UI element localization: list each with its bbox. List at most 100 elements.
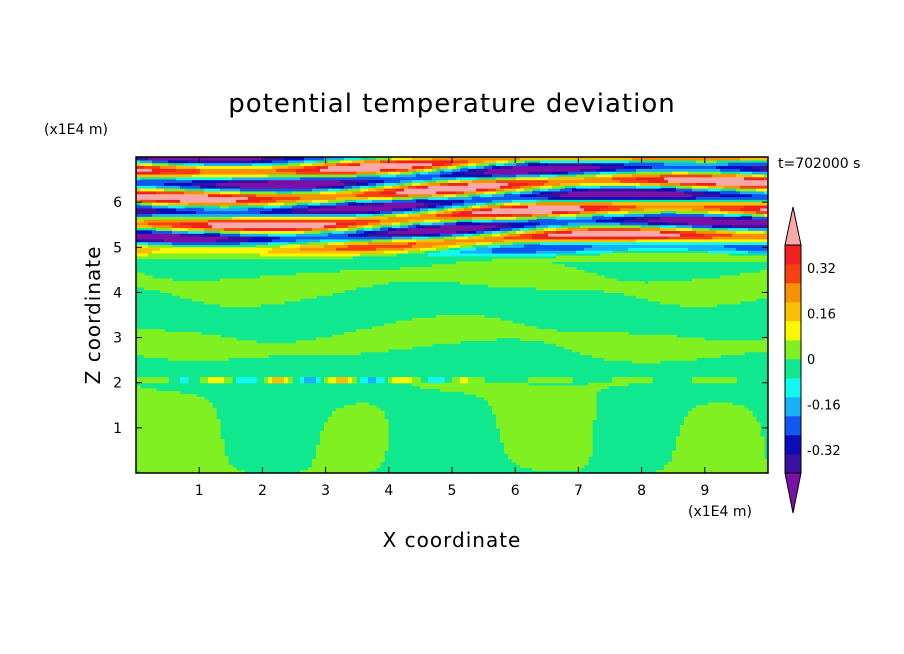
heatmap-cell <box>136 351 361 356</box>
heatmap-cell <box>648 298 757 302</box>
heatmap-cell <box>136 250 153 254</box>
heatmap-cell <box>288 159 305 164</box>
heatmap-cell <box>524 224 537 229</box>
heatmap-cell <box>760 269 768 274</box>
heatmap-cell <box>296 272 597 277</box>
heatmap-cell <box>720 168 741 172</box>
heatmap-cell <box>688 221 768 226</box>
heatmap-cell <box>720 275 768 279</box>
heatmap-cell <box>472 204 481 209</box>
heatmap-cell <box>520 337 705 341</box>
heatmap-cell <box>692 278 768 282</box>
heatmap-cell <box>356 213 373 217</box>
heatmap-cell <box>208 193 233 198</box>
heatmap-cell <box>136 213 153 217</box>
heatmap-cell <box>764 213 768 217</box>
heatmap-cell <box>504 236 533 240</box>
heatmap-cell <box>316 453 385 457</box>
x-tick-label: 4 <box>384 483 393 499</box>
heatmap-cell <box>180 233 201 237</box>
heatmap-cell <box>220 204 229 209</box>
heatmap-cell <box>680 303 717 308</box>
heatmap-cell <box>696 182 717 186</box>
heatmap-cell <box>284 377 289 381</box>
heatmap-cell <box>284 379 289 384</box>
heatmap-cell <box>512 227 521 231</box>
heatmap-cell <box>432 264 565 268</box>
heatmap-cell <box>136 416 217 420</box>
heatmap-cell <box>136 447 225 452</box>
heatmap-cell <box>376 230 389 234</box>
x-unit-label: (x1E4 m) <box>688 504 752 520</box>
heatmap-cell <box>600 252 729 257</box>
heatmap-cell <box>636 168 721 172</box>
heatmap-cell <box>136 399 209 404</box>
heatmap-cell <box>300 247 337 251</box>
heatmap-cell <box>580 168 597 172</box>
heatmap-cell <box>136 413 217 418</box>
heatmap-cell <box>476 188 489 192</box>
heatmap-cell <box>492 230 501 234</box>
colorbar-tick-label: 0.32 <box>807 262 836 277</box>
heatmap-cell <box>636 204 705 209</box>
heatmap-cell <box>480 204 489 209</box>
heatmap-cell <box>320 238 349 243</box>
heatmap-cell <box>568 221 621 226</box>
heatmap-cell <box>516 176 549 181</box>
heatmap-cell <box>264 204 281 209</box>
colorbar-tick-label: -0.32 <box>807 444 841 459</box>
heatmap-cell <box>488 204 501 209</box>
heatmap-cell <box>416 168 425 172</box>
heatmap-cell <box>624 213 645 217</box>
heatmap-cell <box>508 456 589 460</box>
heatmap-cell <box>520 157 633 161</box>
heatmap-cell <box>136 377 169 381</box>
heatmap-cell <box>440 250 461 254</box>
heatmap-cell <box>428 207 437 212</box>
heatmap-cell <box>488 188 497 192</box>
heatmap-cell <box>240 241 269 246</box>
heatmap-cell <box>136 461 229 466</box>
heatmap-cell <box>420 247 437 251</box>
heatmap-cell <box>728 210 745 215</box>
heatmap-cell <box>636 216 661 220</box>
heatmap-cell <box>156 190 185 195</box>
heatmap-cell <box>648 179 669 183</box>
heatmap-cell <box>268 173 357 178</box>
heatmap-cell <box>216 185 241 189</box>
heatmap-cell <box>204 162 253 167</box>
heatmap-cell <box>500 165 513 169</box>
heatmap-cell <box>456 193 469 198</box>
heatmap-cell <box>764 337 768 341</box>
heatmap-cell <box>364 190 381 195</box>
heatmap-cell <box>296 340 461 344</box>
heatmap-cell <box>356 230 365 234</box>
heatmap-cell <box>168 159 189 164</box>
heatmap-cell <box>524 244 593 248</box>
heatmap-cell <box>540 221 569 226</box>
heatmap-cell <box>636 238 768 243</box>
heatmap-cell <box>552 190 569 195</box>
heatmap-cell <box>360 252 397 257</box>
heatmap-cell <box>408 185 417 189</box>
heatmap-cell <box>708 185 725 189</box>
heatmap-cell <box>584 171 601 175</box>
heatmap-cell <box>400 171 413 175</box>
heatmap-cell <box>336 162 349 167</box>
heatmap-cell <box>216 238 249 243</box>
heatmap-cell <box>376 157 393 161</box>
heatmap-cell <box>604 213 625 217</box>
heatmap-cell <box>468 377 485 381</box>
heatmap-cell <box>596 168 617 172</box>
heatmap-cell <box>384 185 393 189</box>
heatmap-cell <box>532 190 541 195</box>
heatmap-cell <box>396 188 405 192</box>
heatmap-cell <box>472 196 549 200</box>
heatmap-cell <box>436 210 445 215</box>
colorbar-segment <box>785 359 801 379</box>
heatmap-cell <box>520 190 533 195</box>
heatmap-cell <box>496 176 517 181</box>
x-tick-label: 6 <box>511 483 520 499</box>
heatmap-cell <box>320 436 389 440</box>
heatmap-cell <box>748 250 768 254</box>
